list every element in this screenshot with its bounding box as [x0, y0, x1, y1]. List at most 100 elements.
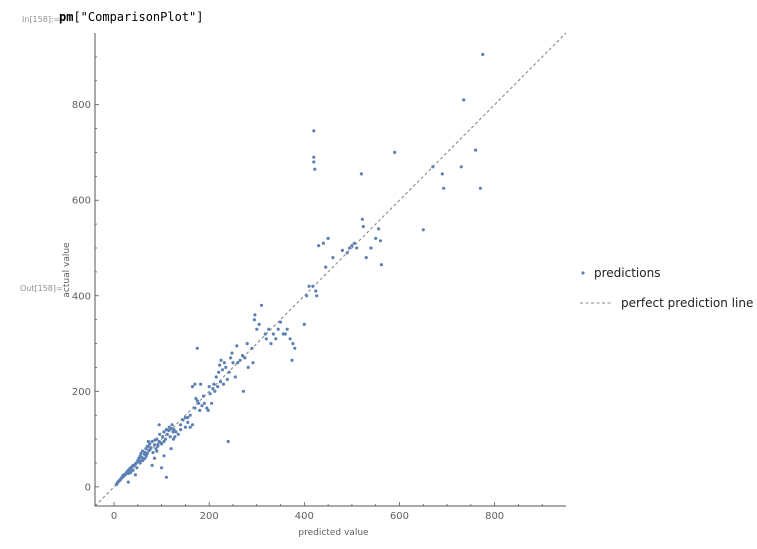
- prediction-point: [150, 439, 154, 444]
- prediction-point: [171, 437, 176, 441]
- prediction-point: [193, 406, 197, 410]
- prediction-point: [195, 399, 199, 403]
- prediction-point: [188, 425, 192, 429]
- prediction-point: [213, 389, 217, 393]
- prediction-point: [181, 418, 185, 422]
- prediction-point: [233, 375, 237, 379]
- prediction-point: [161, 435, 165, 439]
- legend-predictions-label: predictions: [594, 266, 660, 280]
- prediction-point: [148, 442, 152, 446]
- prediction-point: [326, 236, 330, 240]
- prediction-point: [194, 396, 198, 401]
- prediction-point: [210, 401, 214, 405]
- prediction-point: [421, 228, 425, 232]
- prediction-point: [167, 428, 171, 433]
- prediction-point: [186, 420, 190, 424]
- prediction-point: [170, 423, 174, 427]
- prediction-point: [290, 358, 294, 362]
- prediction-point: [374, 236, 378, 240]
- prediction-point: [207, 385, 211, 389]
- prediction-point: [236, 361, 240, 365]
- prediction-point: [360, 217, 364, 221]
- prediction-point: [137, 456, 141, 460]
- prediction-point: [176, 432, 180, 436]
- prediction-point: [361, 224, 365, 229]
- prediction-point: [222, 361, 226, 365]
- prediction-point: [340, 248, 344, 252]
- prediction-point: [193, 382, 197, 386]
- x-axis-label: predicted value: [298, 528, 369, 538]
- prediction-point: [133, 473, 137, 477]
- input-code-symbol: pm: [59, 10, 74, 24]
- prediction-point: [219, 358, 223, 362]
- prediction-point: [269, 342, 273, 346]
- prediction-point: [312, 129, 316, 133]
- prediction-point: [317, 244, 321, 248]
- prediction-point: [156, 443, 160, 447]
- prediction-point: [312, 155, 316, 159]
- prediction-point: [190, 423, 195, 427]
- prediction-point: [183, 425, 187, 429]
- prediction-point: [312, 160, 316, 164]
- prediction-point: [285, 327, 289, 331]
- prediction-point: [218, 363, 222, 367]
- prediction-point: [145, 451, 149, 455]
- input-cell-label: In[158]:=: [22, 15, 61, 24]
- prediction-point: [158, 432, 162, 436]
- prediction-point: [431, 165, 435, 169]
- input-cell-code[interactable]: pm["ComparisonPlot"]: [59, 10, 204, 24]
- prediction-point: [264, 337, 268, 341]
- prediction-point: [200, 404, 204, 408]
- prediction-point: [198, 408, 202, 412]
- prediction-point: [241, 389, 245, 393]
- prediction-point: [169, 447, 173, 451]
- prediction-point: [151, 450, 155, 455]
- x-tick-label: 800: [485, 511, 504, 522]
- prediction-point: [165, 432, 169, 436]
- prediction-point: [440, 172, 444, 176]
- prediction-point: [253, 313, 257, 317]
- prediction-point: [271, 332, 275, 336]
- prediction-point: [283, 332, 287, 336]
- prediction-point: [188, 413, 192, 417]
- prediction-point: [238, 358, 242, 362]
- prediction-point: [134, 461, 138, 465]
- prediction-point: [462, 98, 466, 102]
- reference-line-layer: [94, 32, 567, 507]
- prediction-point: [152, 456, 157, 460]
- prediction-point: [235, 344, 239, 348]
- prediction-point: [146, 439, 150, 444]
- prediction-point: [481, 52, 485, 57]
- prediction-point: [379, 263, 383, 267]
- prediction-point: [144, 454, 148, 458]
- prediction-point: [162, 439, 166, 444]
- prediction-point: [478, 186, 482, 190]
- prediction-point: [350, 244, 354, 248]
- prediction-point: [276, 327, 280, 331]
- prediction-point: [126, 471, 130, 476]
- prediction-point: [243, 356, 247, 360]
- y-tick-label: 400: [72, 291, 91, 302]
- prediction-point: [474, 148, 478, 152]
- prediction-point: [331, 256, 335, 260]
- prediction-point: [205, 406, 209, 410]
- prediction-point: [186, 416, 190, 420]
- x-tick-label: 600: [390, 511, 409, 522]
- axes-layer: [94, 33, 566, 507]
- prediction-point: [129, 471, 133, 475]
- prediction-point: [190, 385, 195, 389]
- prediction-point: [144, 447, 148, 451]
- prediction-point: [159, 441, 163, 445]
- points-layer: [114, 52, 485, 487]
- prediction-point: [250, 346, 254, 350]
- y-tick-label: 200: [72, 387, 91, 398]
- perfect-prediction-line: [94, 32, 567, 507]
- prediction-point: [240, 353, 245, 358]
- prediction-point: [208, 392, 212, 396]
- prediction-point: [257, 322, 261, 326]
- prediction-point: [274, 337, 278, 341]
- y-tick-label: 600: [72, 196, 91, 207]
- prediction-point: [138, 461, 142, 465]
- prediction-point: [219, 380, 223, 384]
- prediction-point: [393, 150, 397, 154]
